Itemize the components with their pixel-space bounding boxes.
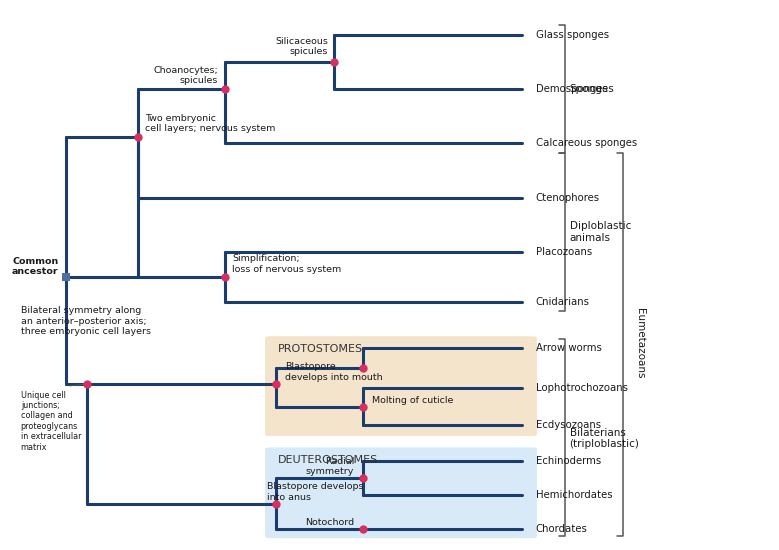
Text: Chordates: Chordates	[535, 524, 587, 534]
Text: Two embryonic
cell layers; nervous system: Two embryonic cell layers; nervous syste…	[146, 114, 276, 133]
Text: Hemichordates: Hemichordates	[535, 490, 612, 500]
Text: Unique cell
junctions;
collagen and
proteoglycans
in extracellular
matrix: Unique cell junctions; collagen and prot…	[21, 390, 81, 452]
Text: Radial
symmetry: Radial symmetry	[306, 456, 354, 476]
Text: Bilateral symmetry along
an anterior–posterior axis;
three embryonic cell layers: Bilateral symmetry along an anterior–pos…	[21, 306, 150, 336]
Text: Molting of cuticle: Molting of cuticle	[372, 396, 453, 405]
Text: Arrow worms: Arrow worms	[535, 343, 601, 353]
Text: Common
ancestor: Common ancestor	[12, 257, 58, 276]
FancyBboxPatch shape	[265, 447, 537, 538]
Text: Ecdysozoans: Ecdysozoans	[535, 420, 601, 430]
Text: Silicaceous
spicules: Silicaceous spicules	[275, 37, 328, 56]
Text: Glass sponges: Glass sponges	[535, 30, 608, 40]
Text: DEUTEROSTOMES: DEUTEROSTOMES	[277, 455, 378, 465]
Text: Cnidarians: Cnidarians	[535, 297, 590, 307]
Text: Sponges: Sponges	[569, 84, 615, 94]
Text: Eumetazoans: Eumetazoans	[635, 308, 645, 378]
Text: Demosponges: Demosponges	[535, 84, 608, 94]
Text: Placozoans: Placozoans	[535, 248, 592, 257]
Text: Simplification;
loss of nervous system: Simplification; loss of nervous system	[232, 254, 342, 274]
Text: Ctenophores: Ctenophores	[535, 193, 600, 203]
Text: PROTOSTOMES: PROTOSTOMES	[277, 344, 362, 354]
Text: Echinoderms: Echinoderms	[535, 456, 601, 466]
Text: Bilaterians
(triploblastic): Bilaterians (triploblastic)	[569, 427, 640, 449]
Text: Notochord: Notochord	[305, 518, 354, 527]
Text: Choanocytes;
spicules: Choanocytes; spicules	[153, 66, 218, 85]
Text: Diploblastic
animals: Diploblastic animals	[569, 221, 631, 243]
Text: Lophotrochozoans: Lophotrochozoans	[535, 383, 628, 393]
Text: Blastopore
develops into mouth: Blastopore develops into mouth	[284, 362, 382, 382]
Text: Blastopore develops
into anus: Blastopore develops into anus	[267, 482, 364, 502]
FancyBboxPatch shape	[265, 336, 537, 436]
Text: Calcareous sponges: Calcareous sponges	[535, 139, 636, 148]
